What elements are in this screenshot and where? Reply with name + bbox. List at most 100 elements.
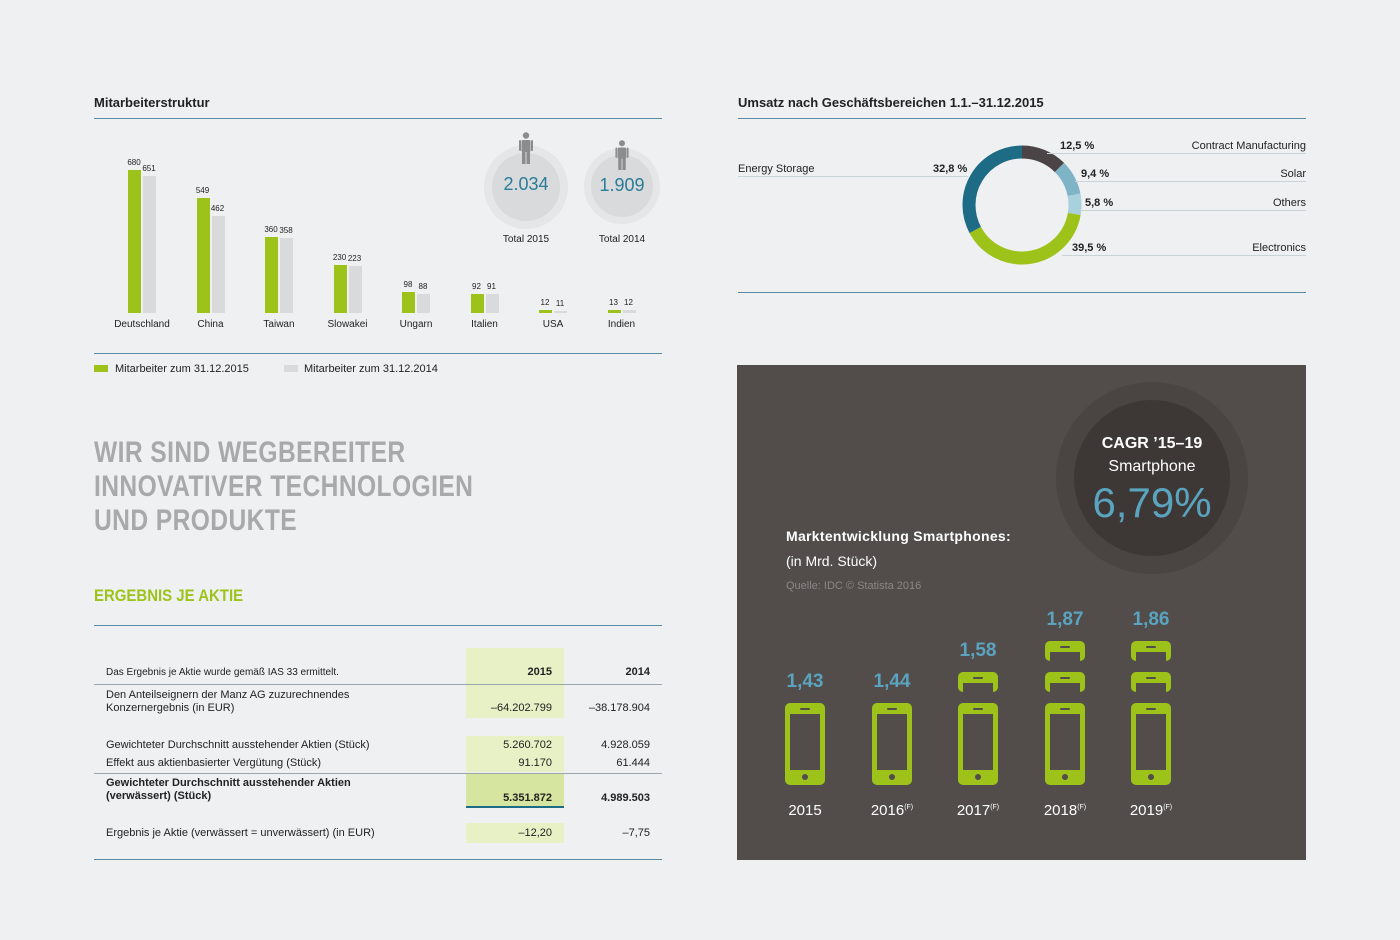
- bar-label-indien-2014: 12: [624, 298, 633, 308]
- eps-highlight-shares: [466, 736, 564, 772]
- phone-value-2015: 1,43: [786, 671, 824, 692]
- bar-indien-2015: [607, 310, 621, 313]
- bar-label-usa-2015: 12: [540, 298, 550, 308]
- bar-deutschland-2015: [128, 170, 141, 313]
- eps-highlight-result: [466, 823, 564, 843]
- phone-year-2017: 2017(F): [956, 802, 1000, 819]
- bar-taiwan-2015: [265, 237, 278, 313]
- leader-line-solar: [1075, 181, 1306, 182]
- bar-slowakei-2015: [333, 264, 347, 313]
- eps-row-effect-label: Effekt aus aktienbasierter Vergütung (St…: [106, 757, 322, 769]
- bar-usa-2015: [539, 310, 552, 313]
- smartphone-panel: CAGR ’15–19 Smartphone 6,79% Marktentwic…: [737, 365, 1306, 860]
- smartphone-chart-title: Marktentwicklung Smartphones:: [786, 528, 1011, 544]
- phone-icon: [1131, 641, 1171, 666]
- revenue-top-rule: [738, 118, 1306, 119]
- eps-header-label: Das Ergebnis je Aktie wurde gemäß IAS 33…: [106, 667, 339, 678]
- bar-italien-2015: [470, 293, 484, 313]
- eps-row-net-result-label: Den Anteilseignern der Manz AG zuzurechn…: [106, 689, 350, 714]
- bar-slowakei-2014: [348, 266, 362, 313]
- phone-year-2018: 2018(F): [1043, 802, 1087, 819]
- headline-line-3: UND PRODUKTE: [94, 504, 298, 537]
- revenue-pct-solar: 9,4 %: [1081, 168, 1110, 180]
- phone-icon: [1131, 672, 1171, 697]
- bar-label-taiwan-2014: 358: [279, 225, 293, 235]
- tick-label-deutschland: Deutschland: [114, 319, 170, 330]
- bar-ungarn-2014: [417, 294, 430, 313]
- revenue-pct-energy: 32,8 %: [933, 163, 968, 175]
- cagr-value: 6,79%: [1092, 479, 1212, 526]
- revenue-label-electronics: Electronics: [1252, 242, 1306, 254]
- revenue-pct-others: 5,8 %: [1085, 197, 1114, 209]
- total-2015-label: Total 2015: [502, 234, 550, 245]
- tick-label-usa: USA: [542, 319, 564, 330]
- total-2015-circle: 2.034: [484, 132, 568, 229]
- eps-header-rule: [94, 684, 662, 685]
- tick-label-ungarn: Ungarn: [399, 319, 433, 330]
- phone-value-2016: 1,44: [873, 671, 911, 692]
- bar-label-deutschland-2015: 680: [127, 158, 141, 167]
- donut-slice-contract-manufacturing: [1021, 145, 1065, 173]
- smartphone-chart-source: Quelle: IDC © Statista 2016: [786, 580, 922, 592]
- phone-icon: [785, 703, 825, 790]
- eps-row-result-2015: –12,20: [518, 827, 552, 839]
- bar-china-2015: [196, 197, 210, 313]
- bar-label-slowakei-2014: 223: [347, 254, 362, 264]
- revenue-label-energy: Energy Storage: [738, 163, 815, 175]
- phone-icon: [958, 672, 998, 697]
- cagr-title: CAGR ’15–19: [1101, 435, 1203, 452]
- donut-slice-energy-storage: [962, 145, 1023, 234]
- leader-line-others: [1080, 210, 1306, 211]
- bar-label-china-2015: 549: [195, 185, 210, 195]
- phone-value-2019: 1,86: [1132, 609, 1170, 630]
- phone-icon: [1045, 641, 1085, 666]
- headline-line-2: INNOVATIVER TECHNOLOGIEN: [94, 470, 474, 503]
- revenue-pct-contract: 12,5 %: [1060, 140, 1095, 152]
- smartphone-chart-subtitle: (in Mrd. Stück): [786, 553, 878, 569]
- bar-label-slowakei-2015: 230: [332, 252, 347, 262]
- bar-italien-2014: [485, 293, 499, 313]
- legend-swatch-2015: [94, 365, 108, 372]
- bar-ungarn-2015: [402, 292, 415, 313]
- leader-line-energy: [738, 176, 968, 177]
- donut-slice-electronics: [969, 212, 1081, 265]
- revenue-pct-electronics: 39,5 %: [1072, 242, 1107, 254]
- eps-row-diluted-2015: 5.351.872: [503, 792, 552, 804]
- bar-label-ungarn-2014: 88: [418, 282, 428, 292]
- revenue-label-others: Others: [1272, 197, 1306, 209]
- total-2014-value: 1.909: [599, 175, 645, 195]
- bar-label-usa-2014: 11: [555, 298, 565, 308]
- revenue-label-solar: Solar: [1280, 168, 1306, 180]
- revenue-donut-chart: [962, 145, 1082, 265]
- bar-label-ungarn-2015: 98: [403, 280, 413, 290]
- employees-title: Mitarbeiterstruktur: [94, 95, 210, 110]
- bar-deutschland-2014: [143, 176, 156, 313]
- total-2015-value: 2.034: [503, 174, 549, 194]
- bar-china-2014: [211, 215, 225, 313]
- eps-bottom-rule: [94, 859, 662, 860]
- employees-top-rule: [94, 118, 662, 119]
- donut-slice-others: [1067, 193, 1082, 216]
- total-2014-label: Total 2014: [598, 234, 646, 245]
- donut-slice-solar: [1054, 162, 1081, 197]
- total-2014-circle: 1.909: [584, 140, 660, 224]
- bar-usa-2014: [554, 310, 567, 313]
- phone-value-2017: 1,58: [959, 640, 997, 661]
- cagr-sub: Smartphone: [1108, 458, 1196, 475]
- revenue-bottom-rule: [738, 292, 1306, 293]
- eps-row-net-result-2014: –38.178.904: [588, 702, 650, 714]
- phone-icon: [1045, 703, 1085, 790]
- eps-row-shares-2014: 4.928.059: [601, 739, 650, 751]
- eps-sum-rule: [94, 773, 662, 774]
- tick-label-taiwan: Taiwan: [263, 319, 295, 330]
- eps-row-shares-2015: 5.260.702: [503, 739, 552, 751]
- eps-row-effect-2015: 91.170: [518, 757, 552, 769]
- legend-label-2014: Mitarbeiter zum 31.12.2014: [304, 363, 438, 375]
- phone-icon: [1131, 703, 1171, 790]
- phone-icon: [958, 703, 998, 790]
- headline-line-1: WIR SIND WEGBEREITER: [94, 436, 406, 469]
- headline: WIR SIND WEGBEREITER INNOVATIVER TECHNOL…: [94, 436, 553, 538]
- bar-label-italien-2014: 91: [487, 281, 496, 291]
- legend-label-2015: Mitarbeiter zum 31.12.2015: [115, 363, 249, 375]
- person-icon: [615, 140, 629, 170]
